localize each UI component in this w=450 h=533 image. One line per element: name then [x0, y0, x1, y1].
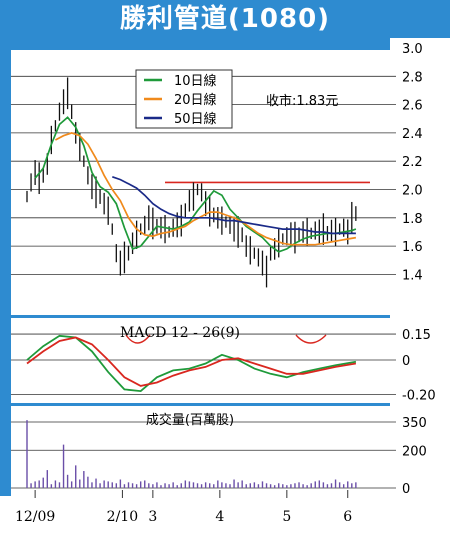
- volume-title: 成交量(百萬股): [146, 412, 234, 428]
- price-series: [26, 77, 357, 288]
- date-tick-label: 6: [343, 509, 352, 525]
- chart-title: 勝利管道(1080): [119, 4, 331, 34]
- macd-tick-label: 0.15: [402, 328, 431, 343]
- price-tick-label: 1.8: [402, 212, 423, 227]
- chart-frame: 10日線 20日線 50日線 收市:1.83元 MACD 12 - 26(9) …: [0, 38, 450, 533]
- volume-tick-label: 0: [402, 482, 410, 497]
- x-axis-labels: 12/09 2/10 3 4 5 6: [15, 490, 352, 525]
- macd-tick-label: 0: [402, 354, 410, 369]
- volume-tick-label: 350: [402, 416, 427, 431]
- ma-line-10: [34, 116, 357, 253]
- macd-tick-label: -0.20: [402, 389, 436, 404]
- ma-line-50: [112, 175, 356, 235]
- close-price-label: 收市:1.83元: [266, 93, 338, 109]
- macd-gridlines: [11, 333, 396, 396]
- y-axis-labels: 3.0 2.8 2.6 2.4 2.2 2.0 1.8 1.6 1.4 0.15 0 -0.20 350…: [402, 42, 436, 497]
- legend-label-ma20: 20日線: [174, 92, 217, 108]
- macd-series: [26, 334, 357, 393]
- moving-averages: [34, 116, 357, 253]
- date-tick-label: 12/09: [15, 509, 55, 525]
- date-tick-label: 4: [215, 509, 224, 525]
- price-tick-label: 2.6: [402, 99, 423, 114]
- date-tick-label: 5: [282, 509, 291, 525]
- price-tick-label: 2.0: [402, 184, 423, 199]
- header-bar: 勝利管道(1080): [0, 0, 450, 38]
- legend-label-ma10: 10日線: [174, 73, 217, 89]
- stock-chart: 10日線 20日線 50日線 收市:1.83元 MACD 12 - 26(9) …: [0, 38, 450, 533]
- date-tick-label: 2/10: [107, 509, 138, 525]
- bottom-arc-1: [125, 334, 151, 344]
- price-tick-label: 3.0: [402, 42, 423, 57]
- date-tick-label: 3: [148, 509, 157, 525]
- legend: 10日線 20日線 50日線: [135, 69, 233, 129]
- price-tick-label: 1.6: [402, 240, 423, 255]
- macd-panel-bg: [11, 318, 390, 403]
- volume-panel-bg: [11, 406, 390, 496]
- volume-bars: [26, 420, 357, 488]
- bottom-arc-2: [295, 334, 327, 344]
- price-tick-label: 1.4: [402, 268, 423, 283]
- macd-title: MACD 12 - 26(9): [120, 325, 240, 341]
- legend-label-ma50: 50日線: [174, 111, 217, 127]
- price-tick-label: 2.8: [402, 70, 423, 85]
- date-axis-bg: [0, 496, 450, 533]
- volume-tick-label: 200: [402, 444, 427, 459]
- ma-line-20: [55, 132, 357, 246]
- axis-area-bg: [390, 38, 450, 496]
- signal-line: [26, 336, 357, 387]
- price-tick-label: 2.4: [402, 127, 423, 142]
- price-tick-label: 2.2: [402, 155, 423, 170]
